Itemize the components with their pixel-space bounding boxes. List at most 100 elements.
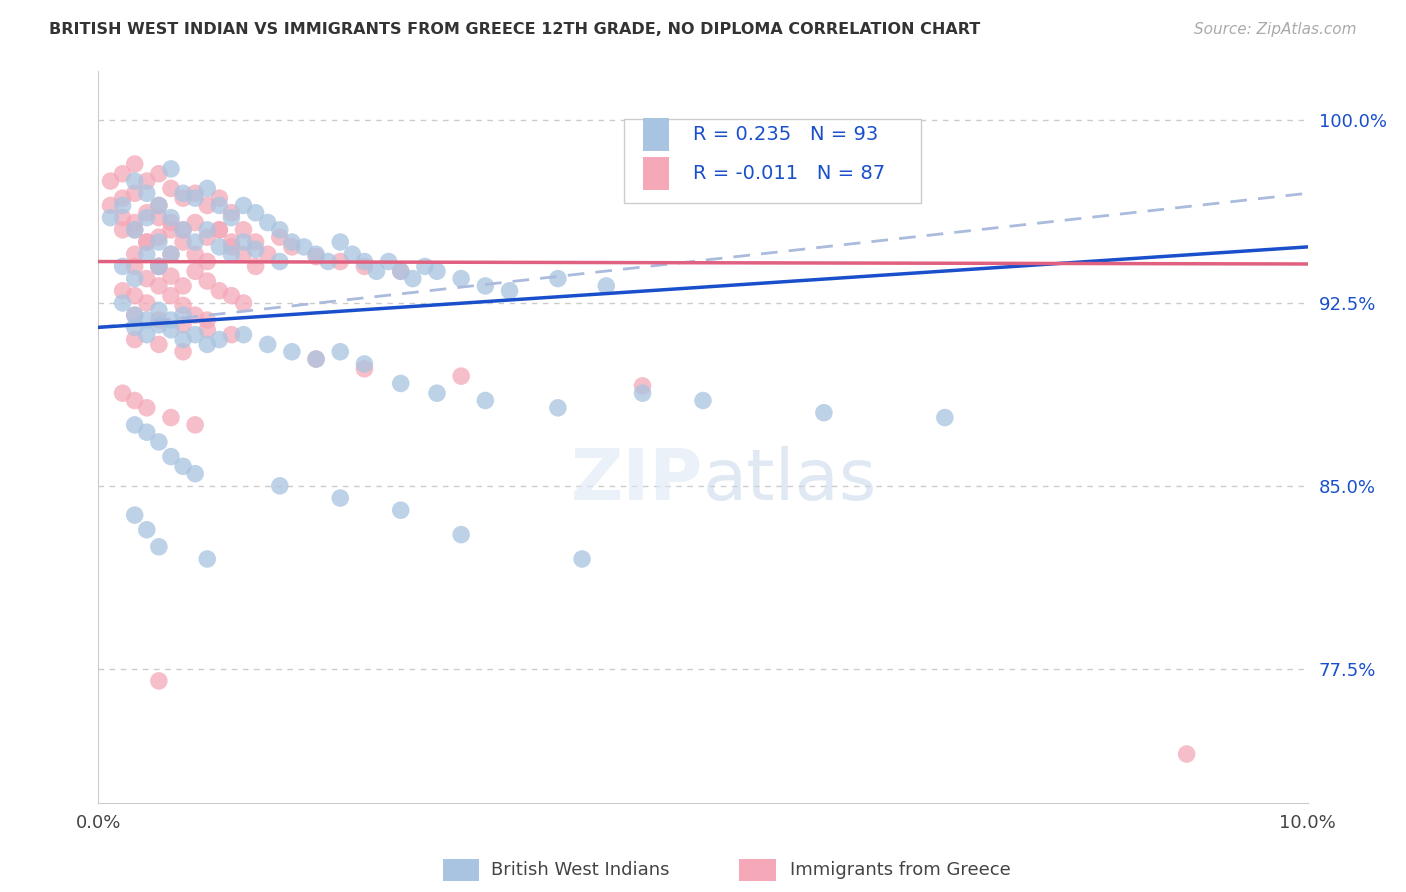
Point: [256, 337, 278, 351]
Point: [160, 215, 183, 229]
Point: [366, 264, 388, 278]
Point: [172, 333, 194, 347]
Point: [402, 271, 425, 285]
Point: [329, 344, 352, 359]
Point: [111, 284, 134, 298]
Point: [148, 337, 170, 351]
Point: [124, 174, 146, 188]
Point: [256, 215, 278, 229]
Point: [124, 223, 146, 237]
Point: [124, 320, 146, 334]
Point: [124, 508, 146, 522]
Point: [353, 260, 375, 274]
Point: [160, 313, 183, 327]
Point: [221, 206, 243, 220]
Point: [221, 327, 243, 342]
Point: [135, 247, 157, 261]
Point: [100, 174, 122, 188]
Point: [195, 274, 218, 288]
Point: [148, 211, 170, 225]
Point: [305, 250, 328, 264]
Point: [342, 247, 364, 261]
Point: [208, 191, 231, 205]
Point: [100, 198, 122, 212]
Point: [100, 211, 122, 225]
Point: [389, 264, 412, 278]
Point: [184, 264, 207, 278]
Point: [208, 223, 231, 237]
Point: [124, 215, 146, 229]
Point: [160, 323, 183, 337]
Point: [148, 260, 170, 274]
Point: [184, 191, 207, 205]
Point: [135, 211, 157, 225]
Point: [184, 247, 207, 261]
Point: [148, 198, 170, 212]
Point: [195, 323, 218, 337]
Point: [353, 361, 375, 376]
Point: [571, 552, 593, 566]
Point: [111, 198, 134, 212]
Text: R = -0.011   N = 87: R = -0.011 N = 87: [693, 164, 886, 184]
Point: [450, 527, 472, 541]
Point: [160, 211, 183, 225]
Point: [232, 223, 254, 237]
Point: [232, 327, 254, 342]
Point: [1175, 747, 1198, 761]
Point: [135, 523, 157, 537]
Point: [160, 161, 183, 176]
Point: [329, 254, 352, 268]
Text: R = 0.235   N = 93: R = 0.235 N = 93: [693, 125, 879, 144]
Point: [148, 540, 170, 554]
Point: [172, 344, 194, 359]
Point: [184, 186, 207, 201]
Point: [195, 198, 218, 212]
Point: [160, 247, 183, 261]
Point: [172, 191, 194, 205]
Point: [148, 673, 170, 688]
Point: [245, 206, 267, 220]
Point: [450, 369, 472, 384]
Point: [160, 181, 183, 195]
Point: [184, 235, 207, 249]
Point: [148, 434, 170, 449]
Point: [135, 401, 157, 415]
Point: [111, 223, 134, 237]
Bar: [443, 859, 479, 881]
Point: [124, 223, 146, 237]
Point: [631, 386, 654, 401]
Point: [135, 271, 157, 285]
Point: [148, 167, 170, 181]
Point: [281, 344, 304, 359]
Point: [124, 308, 146, 322]
Point: [934, 410, 956, 425]
Point: [124, 260, 146, 274]
Point: [135, 174, 157, 188]
Point: [124, 288, 146, 302]
Point: [269, 223, 291, 237]
Point: [135, 313, 157, 327]
Text: BRITISH WEST INDIAN VS IMMIGRANTS FROM GREECE 12TH GRADE, NO DIPLOMA CORRELATION: BRITISH WEST INDIAN VS IMMIGRANTS FROM G…: [49, 22, 980, 37]
Point: [305, 352, 328, 367]
Point: [221, 240, 243, 254]
Point: [172, 279, 194, 293]
Point: [111, 296, 134, 310]
Point: [232, 247, 254, 261]
Point: [389, 503, 412, 517]
Point: [595, 279, 617, 293]
Point: [184, 417, 207, 432]
Point: [111, 167, 134, 181]
Point: [124, 271, 146, 285]
Point: [195, 223, 218, 237]
Point: [631, 379, 654, 393]
Point: [148, 260, 170, 274]
Point: [148, 279, 170, 293]
Point: [184, 308, 207, 322]
Point: [124, 186, 146, 201]
Point: [135, 235, 157, 249]
Point: [135, 425, 157, 440]
Point: [148, 235, 170, 249]
Point: [474, 279, 496, 293]
Bar: [643, 158, 669, 190]
Text: Source: ZipAtlas.com: Source: ZipAtlas.com: [1194, 22, 1357, 37]
